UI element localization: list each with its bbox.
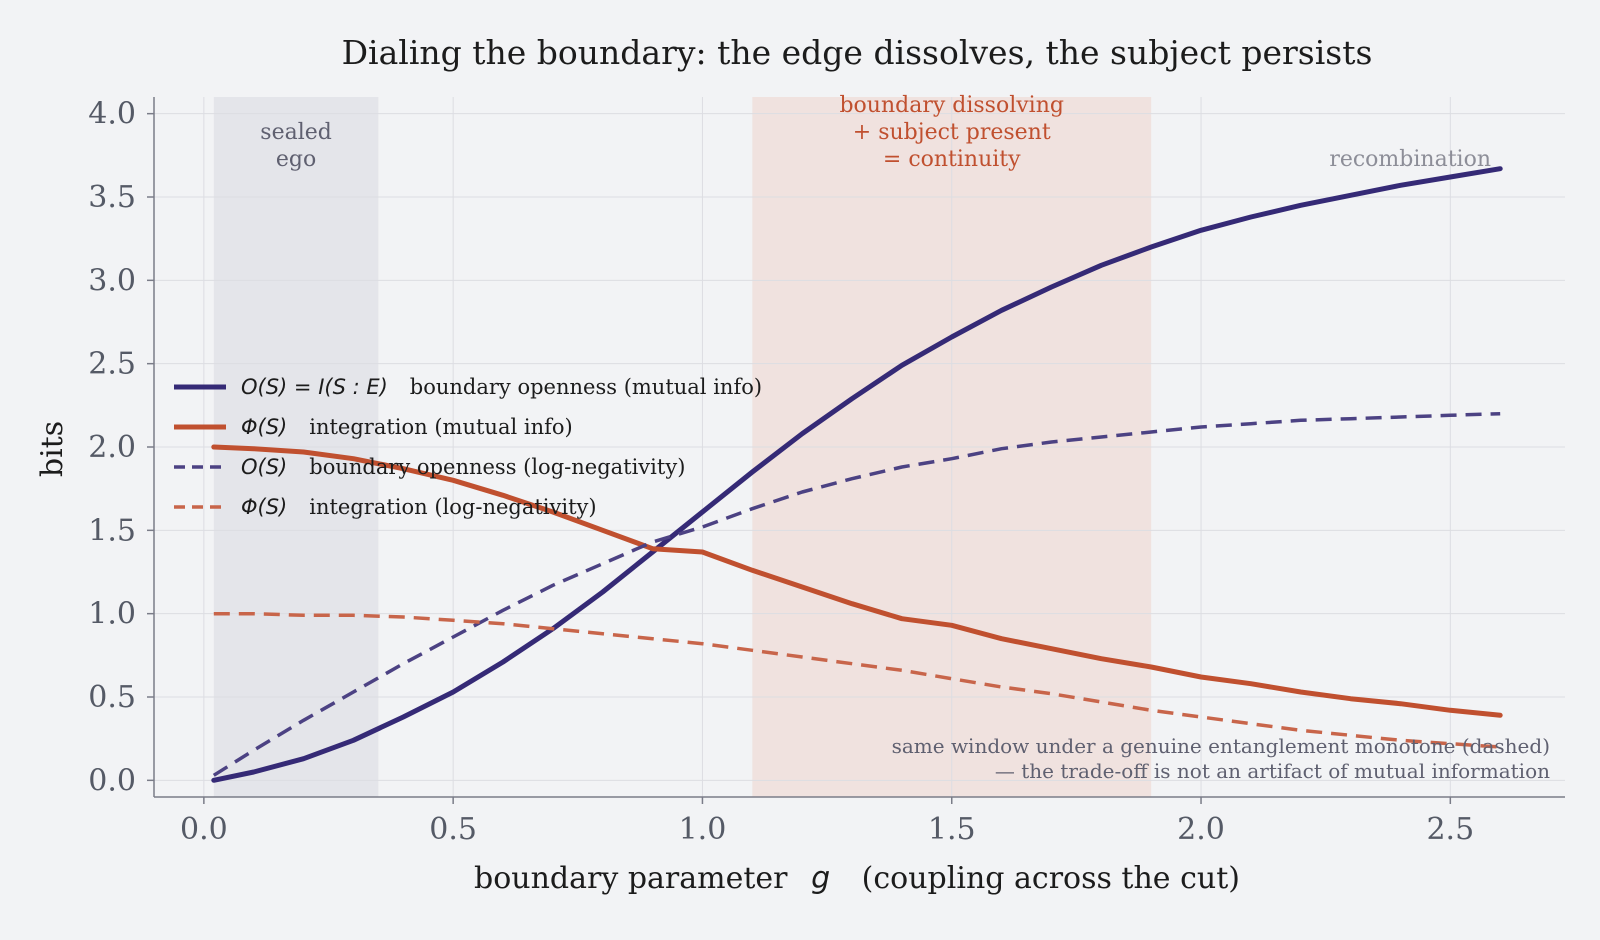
region-label-sealed-ego: ego (276, 147, 316, 172)
annotation-note: same window under a genuine entanglement… (892, 734, 1550, 758)
legend-label-3: boundary openness (log-negativity) (309, 455, 685, 479)
y-tick-label: 0.5 (88, 680, 136, 715)
y-tick-label: 1.0 (88, 597, 136, 632)
legend-label-4: integration (log-negativity) (309, 495, 596, 519)
x-axis-label: boundary parameter g (coupling across th… (474, 861, 1240, 896)
tick-labels: 0.0 0.5 1.0 1.5 2.0 2.5 0.0 0.5 1.0 1.5 2.0 2.5 3.0 3… (88, 97, 1474, 847)
chart-title: Dialing the boundary: the edge dissolves… (342, 33, 1373, 72)
x-tick-label: 2.0 (1177, 812, 1225, 847)
y-tick-label: 4.0 (88, 97, 136, 132)
series-line-1 (211, 166, 1503, 783)
x-tick-label: 0.0 (180, 812, 228, 847)
y-tick-label: 3.5 (88, 180, 136, 215)
axes (147, 97, 1565, 804)
legend-math-3: O(S) (241, 455, 287, 479)
legend-math-1: O(S) = I(S : E) (241, 375, 388, 399)
annotation-recombination: recombination (1329, 147, 1491, 172)
x-tick-label: 2.5 (1426, 812, 1474, 847)
legend-math-4: Φ(S) (241, 495, 287, 519)
y-tick-label: 3.0 (88, 263, 136, 298)
region-label-sealed-ego: sealed (260, 120, 332, 145)
x-axis-label-text: boundary parameter (474, 861, 788, 896)
legend-math-2: Φ(S) (241, 415, 287, 439)
series-line-4 (213, 611, 1501, 749)
x-axis-label-suffix: (coupling across the cut) (862, 861, 1240, 896)
legend: O(S) = I(S : E) boundary openness (mutual… (174, 375, 762, 519)
region-label-continuity: boundary dissolving (839, 93, 1064, 118)
series-line-3 (212, 411, 1501, 777)
y-tick-label: 1.5 (88, 513, 136, 548)
annotation-note: — the trade-off is not an artifact of mu… (995, 759, 1550, 783)
y-tick-label: 2.0 (88, 430, 136, 465)
x-tick-label: 0.5 (429, 812, 477, 847)
region-label-continuity: + subject present (853, 120, 1051, 145)
y-tick-label: 2.5 (88, 347, 136, 382)
legend-label-1: boundary openness (mutual info) (410, 375, 762, 399)
x-axis-label-var: g (811, 861, 830, 896)
region-label-continuity: = continuity (883, 147, 1021, 172)
series-lines (211, 166, 1503, 783)
y-axis-label: bits (35, 421, 70, 477)
x-tick-label: 1.5 (928, 812, 976, 847)
y-tick-label: 0.0 (88, 763, 136, 798)
series-line-2 (211, 444, 1503, 718)
legend-label-2: integration (mutual info) (309, 415, 572, 439)
x-tick-label: 1.0 (679, 812, 727, 847)
